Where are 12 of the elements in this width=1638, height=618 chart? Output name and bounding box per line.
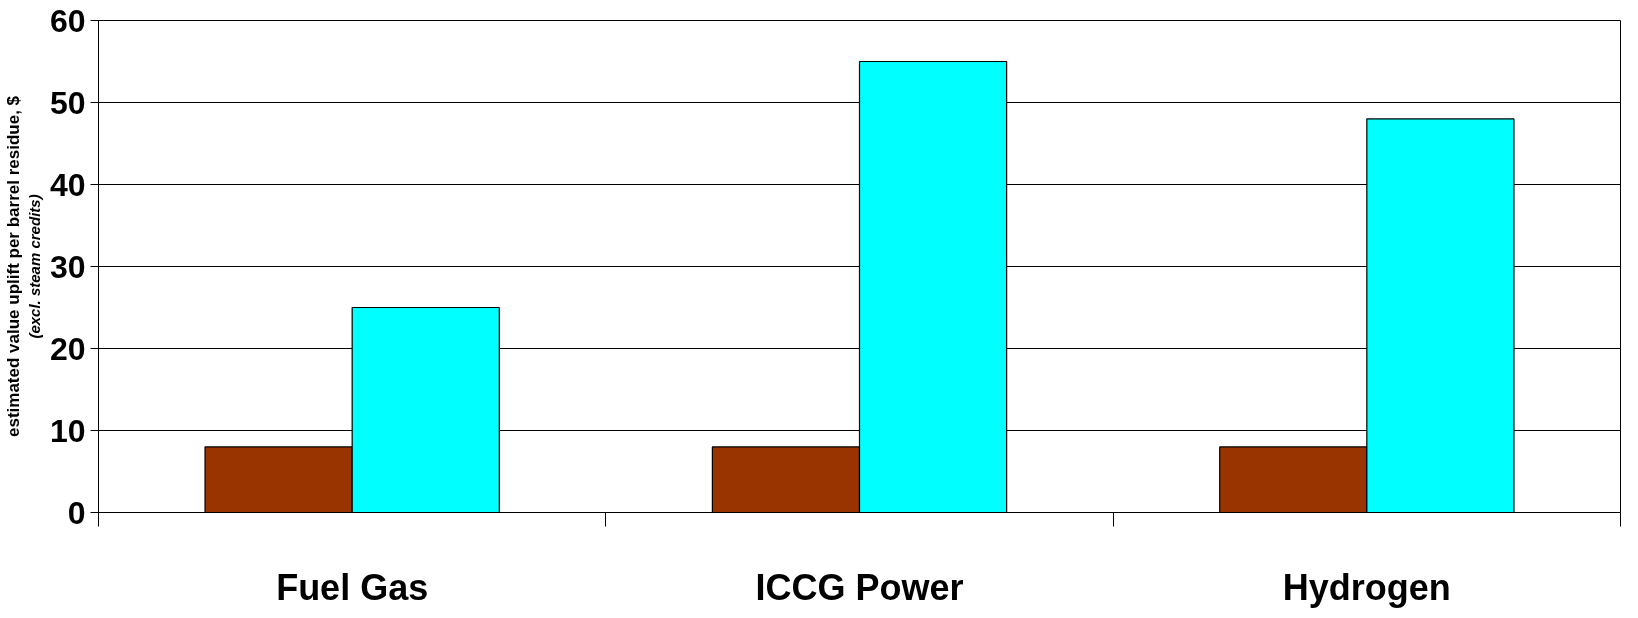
y-tick-label: 40 xyxy=(49,166,86,203)
x-tick-label: Fuel Gas xyxy=(276,566,429,608)
x-tick-label: Hydrogen xyxy=(1282,566,1451,608)
y-tick-label: 10 xyxy=(49,412,86,449)
y-tick-label: 50 xyxy=(49,84,86,121)
text: (excl. steam credits) xyxy=(25,194,43,339)
y-tick-label: 30 xyxy=(49,248,86,285)
y-axis-title: estimated value uplift per barrel residue, $ xyxy=(3,95,23,438)
y-tick-label: 20 xyxy=(49,330,86,367)
x-tick-label: ICCG Power xyxy=(755,566,964,608)
y-tick-label: 0 xyxy=(67,494,86,531)
y-tick-label: 60 xyxy=(49,2,86,39)
